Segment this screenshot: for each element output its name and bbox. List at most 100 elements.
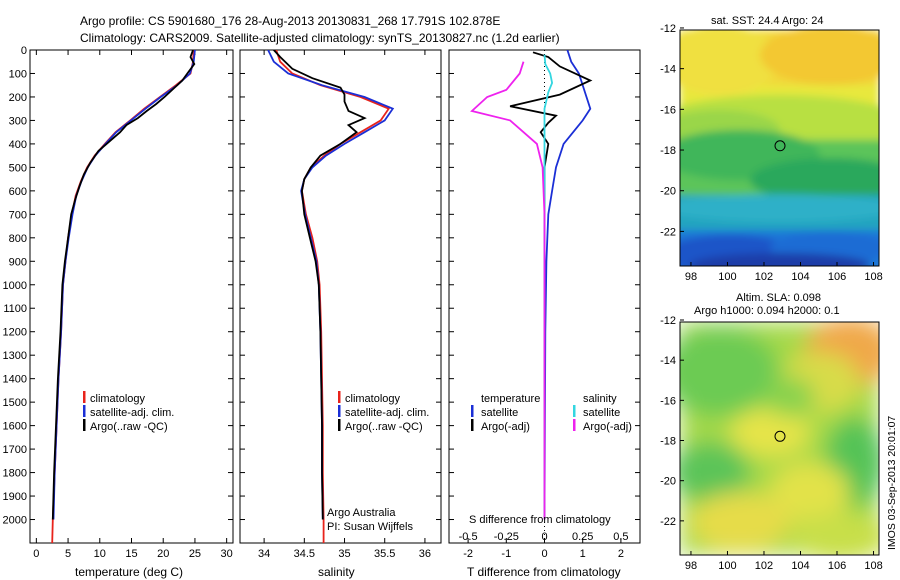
y-tick-label: 1300 bbox=[3, 350, 27, 362]
map-y-tick-label: -16 bbox=[660, 104, 676, 116]
series-line-temperature-argo bbox=[509, 51, 593, 520]
legend-swatch-t-argo bbox=[471, 419, 474, 431]
x-tick-label: 30 bbox=[221, 548, 233, 560]
map-x-tick-label: 102 bbox=[755, 560, 773, 572]
argo-location-marker bbox=[774, 140, 786, 152]
legend-swatch-satellite bbox=[83, 405, 86, 417]
map-y-tick-label: -22 bbox=[660, 516, 676, 528]
x-tick-label: 36 bbox=[419, 548, 431, 560]
map-y-tick-label: -18 bbox=[660, 436, 676, 448]
x-tick-label: 15 bbox=[125, 548, 137, 560]
series-line-argo bbox=[273, 50, 367, 520]
x-tick-label: 5 bbox=[65, 548, 71, 560]
map-x-tick-label: 98 bbox=[685, 271, 697, 283]
legend-label-argo: Argo(..raw -QC) bbox=[345, 421, 423, 433]
pi-annotation: PI: Susan Wijffels bbox=[327, 521, 413, 533]
x-tick-label: -2 bbox=[463, 548, 473, 560]
map-y-tick-label: -20 bbox=[660, 186, 676, 198]
y-tick-label: 900 bbox=[9, 256, 27, 268]
map-x-tick-label: 108 bbox=[864, 560, 882, 572]
map-y-tick-label: -16 bbox=[660, 395, 676, 407]
map-x-tick-label: 106 bbox=[828, 560, 846, 572]
map-x-tick-label: 102 bbox=[755, 271, 773, 283]
y-tick-label: 200 bbox=[9, 92, 27, 104]
sla-axes: 98 100 102 104 106 108 -12 -14 -16 -18 -20 -22 bbox=[660, 315, 883, 572]
y-tick-label: 1500 bbox=[3, 397, 27, 409]
series-line-temperature-satellite bbox=[543, 50, 592, 520]
x-tick-label: 35 bbox=[338, 548, 350, 560]
imos-credit: IMOS 03-Sep-2013 20:01:07 bbox=[886, 416, 898, 550]
legend-label-t-satellite: satellite bbox=[481, 407, 518, 419]
argo-australia-annotation: Argo Australia bbox=[327, 507, 396, 519]
legend-label-s-satellite: satellite bbox=[583, 407, 620, 419]
y-tick-label: 0 bbox=[21, 45, 27, 57]
legend-swatch-argo bbox=[338, 419, 341, 431]
map-y-tick-label: -20 bbox=[660, 476, 676, 488]
y-tick-label: 600 bbox=[9, 186, 27, 198]
map-y-tick-label: -18 bbox=[660, 145, 676, 157]
sst-map-title: sat. SST: 24.4 Argo: 24 bbox=[711, 15, 824, 27]
y-tick-label: 500 bbox=[9, 162, 27, 174]
legend-swatch-argo bbox=[83, 419, 86, 431]
y-tick-label: 300 bbox=[9, 115, 27, 127]
y-tick-label: 1800 bbox=[3, 468, 27, 480]
y-tick-label: 700 bbox=[9, 209, 27, 221]
figure-title-line2: Climatology: CARS2009. Satellite-adjuste… bbox=[80, 31, 560, 45]
map-y-tick-label: -14 bbox=[660, 64, 676, 76]
temperature-series bbox=[51, 50, 196, 543]
y-tick-label: 400 bbox=[9, 139, 27, 151]
series-line-climatology bbox=[51, 50, 195, 543]
map-x-tick-label: 106 bbox=[828, 271, 846, 283]
x-tick-label-top: 0 bbox=[541, 531, 547, 543]
map-x-tick-label: 108 bbox=[864, 271, 882, 283]
temperature-plot-frame bbox=[29, 49, 234, 544]
temperature-xlabel: temperature (deg C) bbox=[75, 565, 183, 579]
x-tick-label: 20 bbox=[157, 548, 169, 560]
map-y-tick-label: -14 bbox=[660, 355, 676, 367]
x-tick-label-top: -0.5 bbox=[459, 531, 478, 543]
legend-label-satellite: satellite-adj. clim. bbox=[345, 407, 429, 419]
map-x-tick-label: 98 bbox=[685, 560, 697, 572]
x-tick-label: 35.5 bbox=[374, 548, 395, 560]
map-y-tick-label: -12 bbox=[660, 23, 676, 35]
y-tick-label: 1100 bbox=[3, 303, 27, 315]
legend-label-s-argo: Argo(-adj) bbox=[583, 421, 632, 433]
x-tick-label-top: -0.25 bbox=[494, 531, 519, 543]
y-tick-label: 1600 bbox=[3, 421, 27, 433]
legend-label-climatology: climatology bbox=[345, 393, 401, 405]
legend-title-temperature: temperature bbox=[481, 393, 540, 405]
map-x-tick-label: 100 bbox=[718, 560, 736, 572]
y-tick-label: 1200 bbox=[3, 327, 27, 339]
difference-legend: temperature satellite Argo(-adj) salinit… bbox=[471, 393, 632, 433]
sla-field bbox=[680, 322, 879, 555]
series-line-argo bbox=[51, 50, 196, 520]
legend-label-argo: Argo(..raw -QC) bbox=[90, 421, 168, 433]
y-tick-label: 1400 bbox=[3, 374, 27, 386]
y-tick-label: 1700 bbox=[3, 444, 27, 456]
y-tick-label: 2000 bbox=[3, 515, 27, 527]
y-tick-label: 1900 bbox=[3, 491, 27, 503]
legend-label-t-argo: Argo(-adj) bbox=[481, 421, 530, 433]
sla-map-title-line2: Argo h1000: 0.094 h2000: 0.1 bbox=[694, 305, 840, 317]
legend-swatch-s-satellite bbox=[573, 405, 576, 417]
series-line-satellite bbox=[267, 50, 395, 520]
x-tick-label: 34.5 bbox=[294, 548, 315, 560]
difference-xlabel: T difference from climatology bbox=[467, 565, 621, 579]
x-tick-label: 25 bbox=[189, 548, 201, 560]
x-tick-label: 1 bbox=[580, 548, 586, 560]
x-tick-label: 34 bbox=[258, 548, 270, 560]
salinity-xlabel: salinity bbox=[318, 565, 355, 579]
sst-map: 98 100 102 104 106 108 -12 -14 -16 -18 -20 -22 bbox=[660, 23, 883, 283]
y-tick-label: 1000 bbox=[3, 280, 27, 292]
temperature-legend: climatology satellite-adj. clim. Argo(..… bbox=[83, 391, 174, 433]
legend-swatch-satellite bbox=[338, 405, 341, 417]
difference-axes: -2 -1 0 1 2 -0.5 -0.25 0 0.25 0.5 bbox=[449, 49, 640, 560]
series-line-satellite bbox=[52, 50, 196, 520]
salinity-plot-frame bbox=[239, 49, 442, 544]
salinity-series bbox=[267, 50, 395, 543]
map-y-tick-label: -12 bbox=[660, 315, 676, 327]
salinity-legend: climatology satellite-adj. clim. Argo(..… bbox=[327, 391, 429, 533]
salinity-axes: 34 34.5 35 35.5 36 bbox=[240, 49, 441, 560]
sla-map: 98 100 102 104 106 108 -12 -14 -16 -18 -20 -22 bbox=[660, 315, 883, 572]
